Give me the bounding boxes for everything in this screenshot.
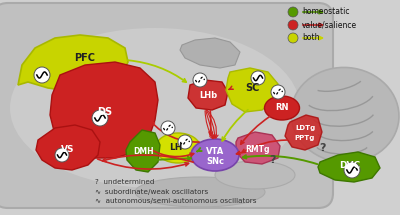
Circle shape	[288, 7, 298, 17]
Text: ?: ?	[269, 155, 275, 165]
Text: PFC: PFC	[74, 53, 96, 63]
Circle shape	[161, 121, 175, 135]
Text: RN: RN	[275, 103, 289, 112]
Circle shape	[288, 20, 298, 30]
Circle shape	[193, 73, 207, 87]
Polygon shape	[126, 130, 160, 172]
Circle shape	[288, 33, 298, 43]
Polygon shape	[236, 132, 280, 164]
Text: value/salience: value/salience	[302, 20, 357, 29]
Text: PPTg: PPTg	[295, 135, 315, 141]
Polygon shape	[188, 80, 228, 110]
Ellipse shape	[264, 96, 300, 120]
Polygon shape	[285, 115, 322, 150]
Polygon shape	[50, 62, 158, 158]
Text: both: both	[302, 34, 320, 43]
Text: LHb: LHb	[199, 91, 217, 100]
Ellipse shape	[135, 177, 265, 207]
Text: DMH: DMH	[134, 147, 154, 157]
Ellipse shape	[156, 133, 200, 163]
Text: SC: SC	[245, 83, 259, 93]
Ellipse shape	[215, 161, 295, 189]
Text: ?: ?	[319, 143, 325, 153]
Polygon shape	[180, 38, 240, 68]
Text: ∿  autonomous/semi-autonomous oscillators: ∿ autonomous/semi-autonomous oscillators	[95, 198, 256, 204]
Circle shape	[344, 162, 360, 178]
Text: ?  undetermined: ? undetermined	[95, 179, 154, 185]
Text: DS: DS	[98, 107, 112, 117]
Polygon shape	[18, 35, 128, 92]
Circle shape	[55, 148, 69, 162]
Text: RMTg: RMTg	[246, 146, 270, 155]
Circle shape	[178, 135, 192, 149]
Polygon shape	[318, 152, 380, 182]
Polygon shape	[36, 125, 100, 170]
Ellipse shape	[10, 28, 300, 188]
Text: ∿  subordinate/weak oscillators: ∿ subordinate/weak oscillators	[95, 189, 208, 195]
Text: SNc: SNc	[206, 157, 224, 166]
Ellipse shape	[291, 68, 399, 163]
Circle shape	[271, 85, 285, 99]
Text: VS: VS	[61, 146, 75, 155]
Text: VTA: VTA	[206, 147, 224, 157]
Circle shape	[34, 67, 50, 83]
Text: homeostatic: homeostatic	[302, 8, 350, 17]
Text: LH: LH	[169, 143, 183, 152]
Polygon shape	[226, 68, 278, 112]
Ellipse shape	[191, 139, 239, 171]
Circle shape	[251, 71, 265, 85]
Circle shape	[92, 110, 108, 126]
Text: LDTg: LDTg	[295, 125, 315, 131]
FancyBboxPatch shape	[0, 3, 333, 208]
Text: DVC: DVC	[340, 161, 360, 169]
